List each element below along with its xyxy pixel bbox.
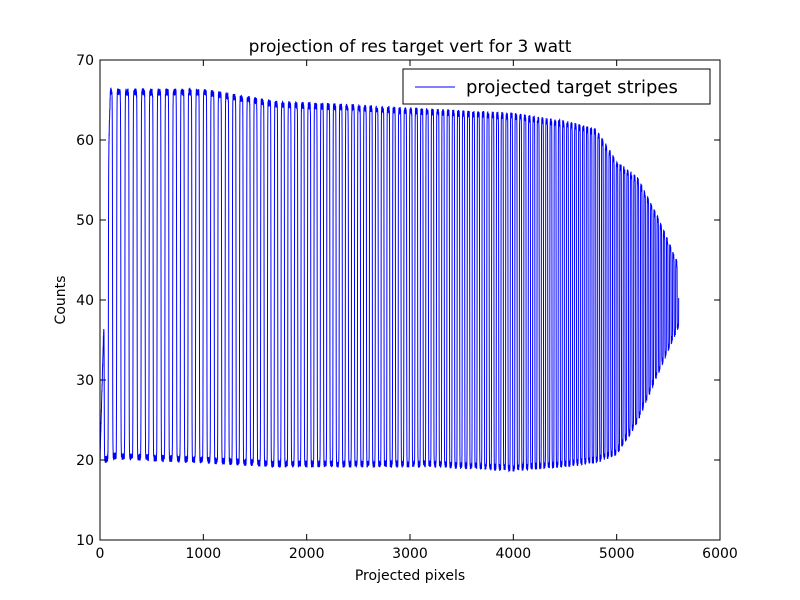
y-tick-label: 20	[76, 453, 94, 469]
series-line	[99, 87, 680, 473]
legend-entry-label: projected target stripes	[466, 77, 678, 98]
y-tick-label: 60	[76, 133, 94, 149]
y-tick-label: 40	[76, 293, 94, 309]
x-tick-label: 2000	[289, 546, 325, 562]
x-tick-label: 1000	[186, 546, 222, 562]
x-tick-label: 3000	[392, 546, 428, 562]
chart-title: projection of res target vert for 3 watt	[249, 37, 572, 57]
legend: projected target stripes	[402, 68, 711, 105]
axis-ticks: 0 1000 2000 3000 4000 5000 6000 10 20 30 40 50 60 70	[76, 53, 738, 562]
x-tick-label: 4000	[496, 546, 532, 562]
y-axis-label: Counts	[53, 276, 69, 325]
y-tick-label: 30	[76, 373, 94, 389]
x-tick-label: 5000	[599, 546, 635, 562]
y-tick-label: 70	[76, 53, 94, 69]
x-tick-label: 0	[96, 546, 105, 562]
y-tick-label: 50	[76, 213, 94, 229]
x-axis-label: Projected pixels	[355, 568, 465, 584]
y-tick-label: 10	[76, 533, 94, 549]
x-tick-label: 6000	[702, 546, 738, 562]
